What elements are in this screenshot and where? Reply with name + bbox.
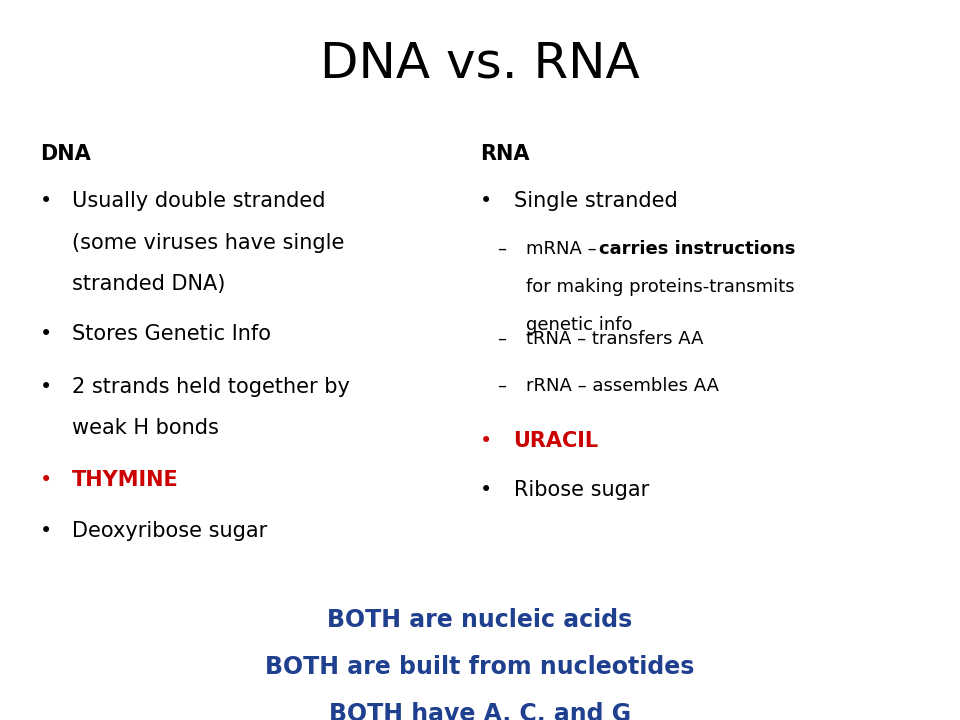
- Text: DNA vs. RNA: DNA vs. RNA: [320, 40, 640, 88]
- Text: for making proteins-transmits: for making proteins-transmits: [526, 278, 795, 296]
- Text: 2 strands held together by: 2 strands held together by: [72, 377, 349, 397]
- Text: BOTH have A, C, and G: BOTH have A, C, and G: [329, 702, 631, 720]
- Text: •: •: [40, 191, 53, 211]
- Text: Ribose sugar: Ribose sugar: [514, 480, 649, 500]
- Text: mRNA –: mRNA –: [526, 240, 603, 258]
- Text: weak H bonds: weak H bonds: [72, 418, 219, 438]
- Text: rRNA – assembles AA: rRNA – assembles AA: [526, 377, 719, 395]
- Text: •: •: [40, 324, 53, 344]
- Text: •: •: [480, 191, 492, 211]
- Text: carries instructions: carries instructions: [599, 240, 796, 258]
- Text: genetic info: genetic info: [526, 316, 633, 334]
- Text: DNA: DNA: [40, 144, 91, 164]
- Text: BOTH are nucleic acids: BOTH are nucleic acids: [327, 608, 633, 632]
- Text: •: •: [40, 470, 53, 490]
- Text: •: •: [40, 377, 53, 397]
- Text: tRNA – transfers AA: tRNA – transfers AA: [526, 330, 704, 348]
- Text: –: –: [497, 377, 506, 395]
- Text: •: •: [480, 431, 492, 451]
- Text: RNA: RNA: [480, 144, 530, 164]
- Text: BOTH are built from nucleotides: BOTH are built from nucleotides: [265, 655, 695, 679]
- Text: –: –: [497, 330, 506, 348]
- Text: URACIL: URACIL: [514, 431, 599, 451]
- Text: •: •: [480, 480, 492, 500]
- Text: Single stranded: Single stranded: [514, 191, 678, 211]
- Text: •: •: [40, 521, 53, 541]
- Text: –: –: [497, 240, 506, 258]
- Text: Usually double stranded: Usually double stranded: [72, 191, 325, 211]
- Text: (some viruses have single: (some viruses have single: [72, 233, 345, 253]
- Text: Deoxyribose sugar: Deoxyribose sugar: [72, 521, 267, 541]
- Text: stranded DNA): stranded DNA): [72, 274, 226, 294]
- Text: Stores Genetic Info: Stores Genetic Info: [72, 324, 271, 344]
- Text: THYMINE: THYMINE: [72, 470, 179, 490]
